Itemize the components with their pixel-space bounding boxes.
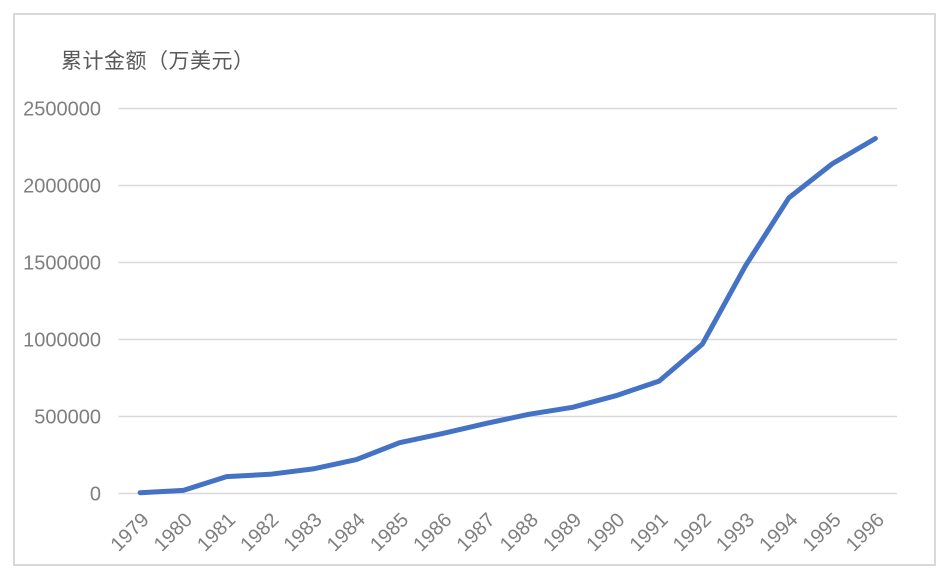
x-axis-tick-label: 1989 [539,509,586,556]
x-axis-tick-label: 1980 [150,509,197,556]
x-axis-tick-label: 1994 [755,509,802,556]
x-axis-tick-label: 1991 [626,509,673,556]
y-axis-tick-label: 1000000 [23,330,101,352]
x-axis-tick-label: 1984 [323,509,370,556]
x-axis-tick-label: 1985 [366,509,413,556]
x-axis-tick-label: 1993 [712,509,759,556]
y-axis-tick-label: 0 [90,484,101,506]
x-axis-tick-label: 1982 [236,509,283,556]
y-axis-tick-label: 1500000 [23,253,101,275]
x-axis-tick-label: 1979 [107,509,154,556]
x-axis-tick-label: 1995 [799,509,846,556]
x-axis-tick-label: 1987 [453,509,500,556]
x-axis-tick-label: 1992 [669,509,716,556]
y-axis-tick-label: 500000 [34,407,101,429]
x-axis-tick-label: 1988 [496,509,543,556]
x-axis-tick-label: 1990 [582,509,629,556]
x-axis-tick-label: 1986 [409,509,456,556]
y-axis-tick-label: 2500000 [23,99,101,121]
x-axis-tick-label: 1981 [193,509,240,556]
data-series-line [137,136,878,496]
chart-frame: 累计金额（万美元） [13,13,936,566]
x-axis-tick-label: 1996 [842,509,889,556]
y-axis-tick-label: 2000000 [23,176,101,198]
chart-title: 累计金额（万美元） [61,50,255,73]
x-axis-tick-label: 1983 [280,509,327,556]
